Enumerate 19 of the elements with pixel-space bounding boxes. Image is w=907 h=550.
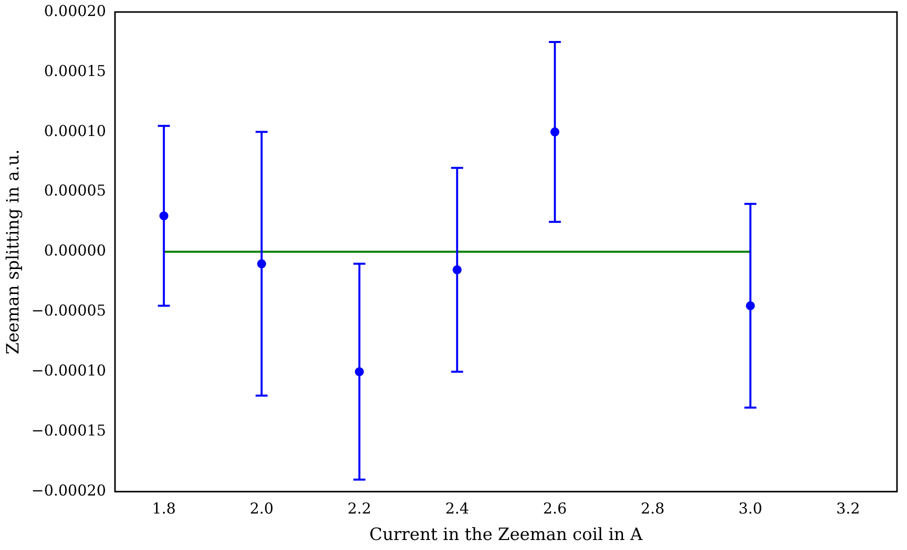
x-tick-label: 2.6: [542, 499, 567, 518]
y-tick-label: 0.00020: [44, 2, 106, 20]
y-tick-label: −0.00010: [31, 362, 106, 380]
y-tick-label: 0.00000: [44, 242, 106, 260]
x-tick-label: 2.4: [445, 499, 470, 518]
x-tick-label: 1.8: [152, 499, 176, 518]
x-tick-label: 3.2: [836, 499, 860, 518]
x-tick-label: 2.0: [250, 499, 274, 518]
x-tick-label: 2.2: [347, 499, 372, 518]
y-tick-label: −0.00015: [31, 422, 106, 440]
y-tick-label: 0.00015: [44, 62, 106, 80]
x-axis-title: Current in the Zeeman coil in A: [369, 525, 644, 546]
y-tick-label: −0.00020: [31, 481, 106, 500]
y-tick-label: 0.00010: [44, 122, 106, 140]
x-tick-label: 3.0: [738, 499, 762, 518]
y-tick-label: −0.00005: [31, 302, 106, 320]
x-tick-label: 2.8: [640, 499, 665, 518]
y-tick-label: 0.00005: [44, 182, 106, 200]
y-axis-title: Zeeman splitting in a.u.: [4, 149, 24, 354]
